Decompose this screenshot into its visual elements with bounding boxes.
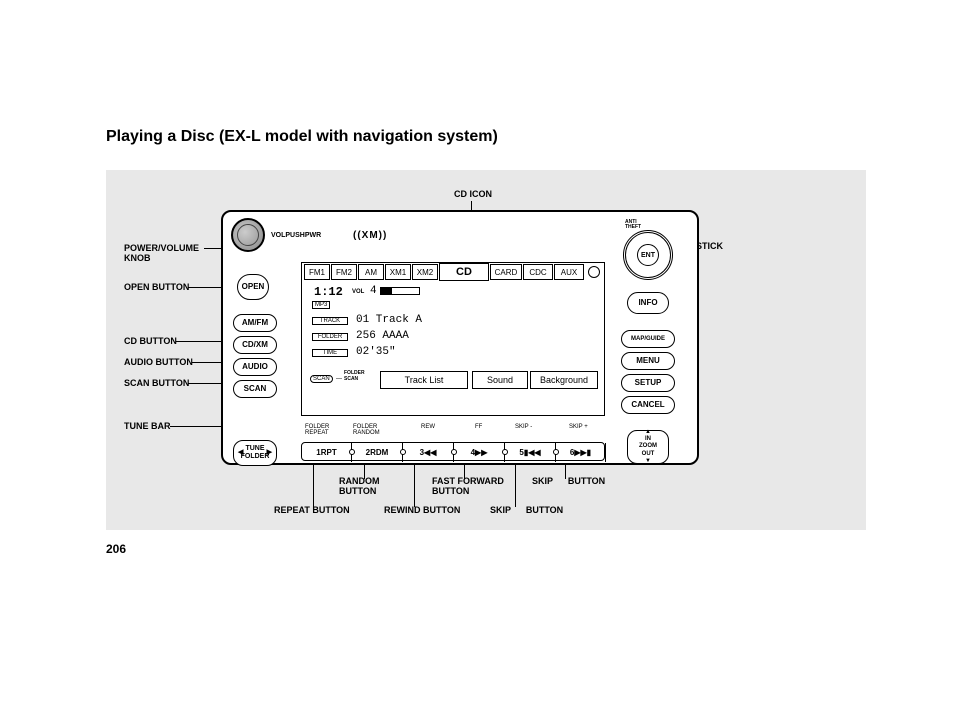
amfm-button[interactable]: AM/FM	[233, 314, 277, 332]
power-volume-knob[interactable]	[231, 218, 265, 252]
callout-skip-minus: SKIP BUTTON	[490, 506, 563, 516]
time-label: TIME	[312, 349, 348, 357]
tab-cd[interactable]: CD	[439, 263, 489, 281]
touch-background[interactable]: Background	[530, 371, 598, 389]
label-folder-repeat: FOLDER REPEAT	[305, 424, 329, 436]
tune-folder-bar[interactable]: ◀ TUNE FOLDER ▶	[233, 440, 277, 466]
touch-tracklist[interactable]: Track List	[380, 371, 468, 389]
tab-aux[interactable]: AUX	[554, 264, 584, 280]
callout-power-volume: POWER/VOLUME KNOB	[124, 244, 199, 264]
zoom-in-label: IN	[645, 436, 651, 443]
callout-cd-button: CD BUTTON	[124, 337, 177, 347]
callout-open-button: OPEN BUTTON	[124, 283, 189, 293]
xm-logo: ((XM))	[353, 230, 387, 241]
page-number: 206	[106, 542, 126, 556]
display-body: 1:12 VOL 4 MP3 TRACK 01 Track A FOLDER 2…	[308, 283, 598, 411]
folder-value: 256 AAAA	[356, 330, 409, 342]
callout-cd-icon: CD ICON	[454, 190, 492, 200]
scan-badge: SCAN	[310, 375, 333, 383]
track-value: 01 Track A	[356, 314, 422, 326]
callout-audio-button: AUDIO BUTTON	[124, 358, 193, 368]
tab-card[interactable]: CARD	[490, 264, 522, 280]
cdxm-button[interactable]: CD/XM	[233, 336, 277, 354]
callout-random: RANDOM BUTTON	[339, 477, 380, 497]
callout-ff: FAST FORWARD BUTTON	[432, 477, 504, 497]
zoom-button[interactable]: ▲ IN ZOOM OUT ▼	[627, 430, 669, 464]
tab-fm1[interactable]: FM1	[304, 264, 330, 280]
preset-3[interactable]: 3◀◀	[403, 443, 454, 462]
label-skip-minus: SKIP -	[515, 424, 532, 430]
preset-bar: 1RPT 2RDM 3◀◀ 4▶▶ 5▮◀◀ 6▶▶▮	[301, 442, 605, 461]
zoom-out-label: OUT	[642, 451, 655, 458]
clock: 1:12	[314, 285, 343, 299]
vol-push-pwr-label: VOLPUSHPWR	[271, 232, 321, 239]
source-tabs: FM1 FM2 AM XM1 XM2 CD CARD CDC AUX	[302, 263, 604, 281]
preset-5[interactable]: 5▮◀◀	[505, 443, 556, 462]
tune-right-icon: ▶	[267, 449, 272, 457]
cancel-button[interactable]: CANCEL	[621, 396, 675, 414]
time-value: 02'35"	[356, 346, 396, 358]
audio-button[interactable]: AUDIO	[233, 358, 277, 376]
vol-label: VOL	[352, 289, 364, 295]
preset-2[interactable]: 2RDM	[352, 443, 403, 462]
vol-bar-fill	[380, 287, 392, 295]
preset-4[interactable]: 4▶▶	[454, 443, 505, 462]
scan-button[interactable]: SCAN	[233, 380, 277, 398]
figure-area: POWER/VOLUME KNOB OPEN BUTTON CD BUTTON …	[106, 170, 866, 530]
zoom-in-arrow: ▲	[645, 429, 651, 436]
callout-tune-bar: TUNE BAR	[124, 422, 171, 432]
label-ff: FF	[475, 424, 482, 430]
anti-theft-label: ANTI THEFT	[625, 220, 641, 230]
mp3-badge: MP3	[312, 301, 330, 309]
zoom-label: ZOOM	[639, 443, 657, 450]
mapguide-button[interactable]: MAP/GUIDE	[621, 330, 675, 348]
preset-row-labels: FOLDER REPEAT FOLDER RANDOM REW FF SKIP …	[301, 424, 605, 438]
preset-1[interactable]: 1RPT	[302, 443, 352, 462]
page-title: Playing a Disc (EX-L model with navigati…	[106, 128, 498, 146]
callout-scan-button: SCAN BUTTON	[124, 379, 189, 389]
zoom-out-arrow: ▼	[645, 458, 651, 465]
tab-xm2[interactable]: XM2	[412, 264, 438, 280]
callout-repeat: REPEAT BUTTON	[274, 506, 350, 516]
preset-6[interactable]: 6▶▶▮	[556, 443, 606, 462]
disc-icon	[588, 266, 600, 278]
head-unit: VOLPUSHPWR ((XM)) ANTI THEFT OPEN AM/FM …	[221, 210, 699, 465]
vol-value: 4	[370, 285, 377, 297]
tab-am[interactable]: AM	[358, 264, 384, 280]
callout-skip-plus: SKIP BUTTON	[532, 477, 605, 487]
label-folder-random: FOLDER RANDOM	[353, 424, 380, 436]
callout-rewind: REWIND BUTTON	[384, 506, 460, 516]
tab-cdc[interactable]: CDC	[523, 264, 553, 280]
tab-fm2[interactable]: FM2	[331, 264, 357, 280]
label-skip-plus: SKIP +	[569, 424, 588, 430]
display-screen: FM1 FM2 AM XM1 XM2 CD CARD CDC AUX 1:12 …	[301, 262, 605, 416]
menu-button[interactable]: MENU	[621, 352, 675, 370]
ent-button[interactable]: ENT	[637, 244, 659, 266]
label-rew: REW	[421, 424, 435, 430]
folder-scan-label: FOLDER SCAN	[344, 371, 365, 382]
touch-sound[interactable]: Sound	[472, 371, 528, 389]
tab-xm1[interactable]: XM1	[385, 264, 411, 280]
folder-label: FOLDER	[312, 333, 348, 341]
tune-label: TUNE FOLDER	[241, 445, 270, 460]
open-button[interactable]: OPEN	[237, 274, 269, 300]
setup-button[interactable]: SETUP	[621, 374, 675, 392]
track-label: TRACK	[312, 317, 348, 325]
info-button[interactable]: INFO	[627, 292, 669, 314]
